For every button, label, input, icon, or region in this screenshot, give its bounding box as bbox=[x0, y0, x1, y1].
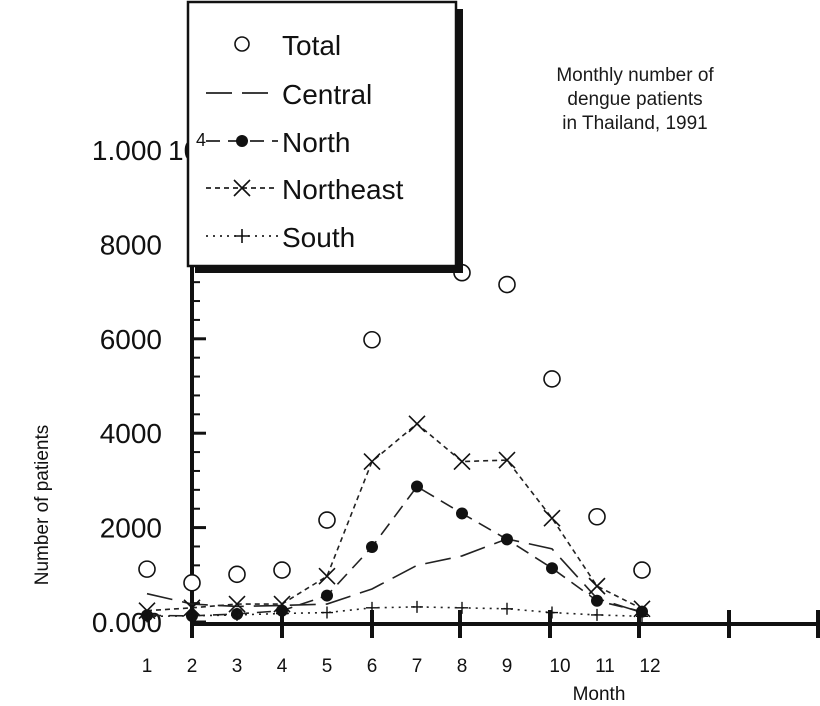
data-point-northeast bbox=[588, 577, 606, 595]
legend-items: Total Central North Northeast South bbox=[206, 30, 404, 253]
data-point-total bbox=[318, 511, 336, 529]
legend-marker-total bbox=[234, 36, 250, 52]
data-point-northeast bbox=[543, 509, 561, 527]
data-point-north bbox=[321, 589, 333, 602]
data-point-total bbox=[228, 565, 246, 584]
data-point-total bbox=[588, 507, 606, 526]
chart-title: Monthly number of dengue patients in Tha… bbox=[500, 64, 770, 136]
series-central bbox=[146, 538, 643, 614]
data-point-total bbox=[138, 560, 156, 578]
series-north bbox=[141, 480, 648, 622]
y-tick-label: 6000 bbox=[100, 324, 162, 355]
data-point-north bbox=[591, 594, 603, 607]
data-point-south bbox=[231, 608, 243, 621]
data-point-south bbox=[636, 610, 648, 623]
data-point-north bbox=[366, 540, 378, 553]
x-tick-label: 8 bbox=[457, 656, 468, 677]
data-point-south bbox=[456, 601, 468, 614]
legend bbox=[186, 0, 458, 268]
series-line-central bbox=[146, 538, 643, 614]
data-point-total bbox=[363, 330, 381, 349]
data-point-northeast bbox=[363, 452, 381, 471]
legend-marker-northeast bbox=[233, 179, 251, 197]
series-total bbox=[138, 207, 651, 592]
y-tick-label: 2000 bbox=[100, 513, 162, 544]
chart-title-line-2: dengue patients bbox=[567, 89, 703, 110]
legend-label-northeast: Northeast bbox=[282, 174, 404, 205]
data-point-total bbox=[183, 574, 201, 592]
data-point-south bbox=[546, 606, 558, 619]
x-tick-label: 9 bbox=[502, 656, 513, 677]
legend-label-central: Central bbox=[282, 79, 372, 110]
legend-marker-south bbox=[235, 229, 249, 243]
x-axis-label: Month bbox=[573, 684, 626, 705]
data-point-south bbox=[141, 610, 153, 623]
data-point-northeast bbox=[408, 415, 426, 433]
y-tick-label: 8000 bbox=[100, 229, 162, 260]
data-point-northeast bbox=[498, 451, 516, 469]
x-tick-label: 5 bbox=[322, 656, 333, 677]
y-axis-label: Number of patients bbox=[32, 425, 53, 586]
data-point-south bbox=[591, 608, 603, 621]
data-point-south bbox=[501, 602, 513, 615]
data-point-northeast bbox=[318, 567, 336, 585]
x-tick-label: 10 bbox=[549, 656, 570, 677]
chart-title-line-1: Monthly number of bbox=[556, 65, 714, 86]
legend-marker-north bbox=[236, 135, 248, 147]
chart-title-line-3: in Thailand, 1991 bbox=[562, 113, 708, 134]
y-tick-label: 1.000 bbox=[92, 135, 162, 166]
data-point-south bbox=[186, 609, 198, 622]
x-tick-label: 12 bbox=[639, 656, 660, 677]
data-point-northeast bbox=[453, 452, 471, 471]
y-tick-label: 4000 bbox=[100, 418, 162, 449]
x-tick-label: 3 bbox=[232, 656, 243, 677]
data-point-south bbox=[321, 606, 333, 619]
data-point-total bbox=[543, 370, 561, 388]
x-tick-label: 6 bbox=[367, 656, 378, 677]
series-south bbox=[141, 600, 648, 623]
data-point-total bbox=[633, 561, 651, 579]
series-line-north bbox=[146, 485, 643, 617]
data-point-total bbox=[498, 275, 516, 294]
x-tick-label: 4 bbox=[277, 656, 288, 677]
legend-label-south: South bbox=[282, 222, 355, 253]
x-tick-label: 7 bbox=[412, 656, 423, 677]
data-point-north bbox=[546, 562, 558, 575]
data-point-north bbox=[456, 507, 468, 520]
data-point-south bbox=[411, 600, 423, 613]
y-multiplier-exponent: 4 bbox=[196, 130, 206, 150]
x-tick-label: 11 bbox=[595, 656, 615, 677]
legend-label-north: North bbox=[282, 127, 350, 158]
legend-label-total: Total bbox=[282, 30, 341, 61]
x-tick-label: 1 bbox=[142, 656, 153, 677]
data-point-north bbox=[501, 533, 513, 546]
data-point-north bbox=[411, 480, 423, 493]
x-tick-label: 2 bbox=[187, 656, 198, 677]
data-point-south bbox=[276, 607, 288, 620]
data-point-northeast bbox=[228, 595, 246, 613]
series-line-northeast bbox=[146, 422, 643, 612]
data-point-south bbox=[366, 601, 378, 614]
data-point-total bbox=[273, 561, 291, 579]
